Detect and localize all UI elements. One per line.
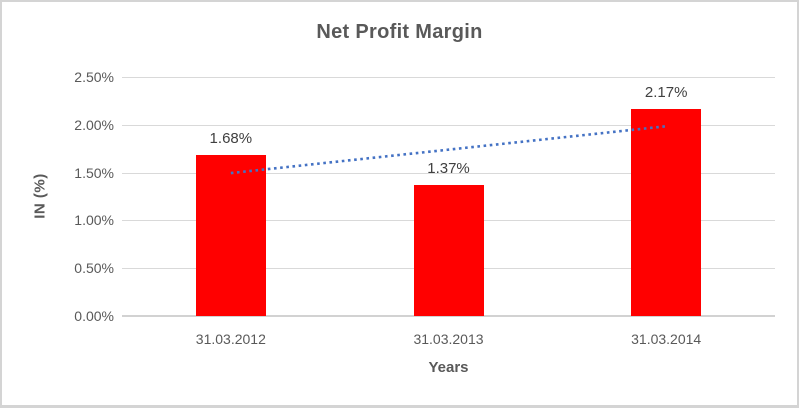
- y-axis-tick-label: 1.50%: [74, 164, 114, 181]
- y-axis-tick-label: 0.50%: [74, 260, 114, 277]
- y-axis-tick-label: 2.50%: [74, 69, 114, 85]
- y-axis-tick-label: 0.00%: [74, 308, 114, 324]
- gridline: [122, 172, 775, 174]
- bar-31.03.2013: [413, 185, 484, 316]
- x-axis-tick-label: 31.03.2013: [413, 331, 484, 347]
- gridline: [122, 124, 775, 126]
- x-axis-title: Years: [428, 359, 469, 376]
- x-axis-line: [122, 315, 775, 317]
- gridline: [122, 77, 775, 78]
- y-axis-tick-label: 1.00%: [74, 212, 114, 229]
- x-axis-tick-label: 31.03.2014: [631, 331, 702, 347]
- y-axis-tick-label: 2.00%: [74, 116, 114, 133]
- bar-value-label: 2.17%: [644, 83, 688, 101]
- bar-value-label: 1.37%: [427, 160, 470, 178]
- trendline: [230, 124, 667, 175]
- chart-title: Net Profit Margin: [316, 21, 483, 43]
- bar-31.03.2012: [195, 155, 266, 316]
- bar-value-label: 1.68%: [209, 130, 253, 148]
- bar-31.03.2014: [631, 108, 702, 316]
- x-axis-tick-label: 31.03.2012: [195, 331, 266, 347]
- plot-area: 1.68% 1.37% 2.17%: [122, 77, 775, 317]
